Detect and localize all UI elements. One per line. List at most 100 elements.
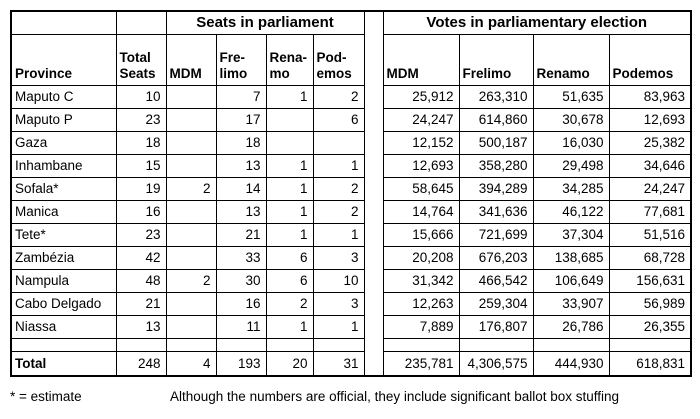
blank-cell [382,337,460,352]
cell-votes-frelimo: 676,203 [458,245,534,270]
cell-province: Manica [10,199,117,224]
cell-votes-mdm: 31,342 [382,268,460,293]
cell-seats-podemos: 2 [312,199,365,224]
table-row: Zambézia 42 33 6 3 20,208 676,203 138,68… [10,245,692,270]
col-header-votes-frelimo: Frelimo [458,33,534,86]
cell-seats-frelimo: 14 [215,176,267,201]
cell-votes-podemos: 56,989 [608,291,692,316]
cell-votes-frelimo: 500,187 [458,130,534,155]
cell-votes-frelimo: 394,289 [458,176,534,201]
cell-votes-podemos: 618,831 [608,350,692,377]
cell-total-seats: 48 [115,268,167,293]
col-header-votes-renamo: Renamo [532,33,610,86]
cell-total-seats: 10 [115,84,167,109]
cell-votes-frelimo: 358,280 [458,153,534,178]
blank-cell [215,337,267,352]
cell-province: Nampula [10,268,117,293]
cell-votes-podemos: 156,631 [608,268,692,293]
col-header-seats-podemos: Pod- emos [312,33,365,86]
cell-votes-podemos: 34,646 [608,153,692,178]
cell-votes-mdm: 235,781 [382,350,460,377]
cell-seats-renamo: 1 [265,199,314,224]
table-row: Cabo Delgado 21 16 2 3 12,263 259,304 33… [10,291,692,316]
group-header-votes: Votes in parliamentary election [382,10,692,35]
cell-seats-renamo [265,107,314,132]
cell-province: Maputo C [10,84,117,109]
group-header-row: Seats in parliament Votes in parliamenta… [10,10,692,377]
table-row: Sofala* 19 2 14 1 2 58,645 394,289 34,28… [10,176,692,201]
cell-votes-podemos: 24,247 [608,176,692,201]
table-row: Maputo C 10 7 1 2 25,912 263,310 51,635 … [10,84,692,109]
cell-seats-podemos: 1 [312,153,365,178]
spacer-column [363,10,384,377]
cell-votes-frelimo: 263,310 [458,84,534,109]
column-header-row: Province Total Seats MDM Fre- limo Rena-… [10,33,692,86]
cell-seats-frelimo: 13 [215,199,267,224]
cell-votes-renamo: 26,786 [532,314,610,339]
cell-votes-mdm: 20,208 [382,245,460,270]
cell-seats-renamo [265,130,314,155]
cell-votes-mdm: 15,666 [382,222,460,247]
cell-seats-podemos [312,130,365,155]
cell-votes-renamo: 51,635 [532,84,610,109]
cell-seats-renamo: 6 [265,245,314,270]
empty-row [10,337,692,352]
cell-seats-mdm [165,222,217,247]
cell-seats-mdm: 4 [165,350,217,377]
cell-seats-renamo: 1 [265,314,314,339]
cell-votes-podemos: 25,382 [608,130,692,155]
cell-seats-frelimo: 21 [215,222,267,247]
table-row: Nampula 48 2 30 6 10 31,342 466,542 106,… [10,268,692,293]
cell-votes-podemos: 77,681 [608,199,692,224]
cell-votes-frelimo: 466,542 [458,268,534,293]
cell-votes-mdm: 7,889 [382,314,460,339]
cell-seats-mdm [165,84,217,109]
cell-votes-frelimo: 721,699 [458,222,534,247]
cell-votes-frelimo: 341,636 [458,199,534,224]
cell-votes-frelimo: 4,306,575 [458,350,534,377]
cell-seats-frelimo: 13 [215,153,267,178]
cell-seats-podemos: 3 [312,245,365,270]
table-row: Inhambane 15 13 1 1 12,693 358,280 29,49… [10,153,692,178]
cell-votes-podemos: 51,516 [608,222,692,247]
cell-seats-frelimo: 18 [215,130,267,155]
election-results-table: Seats in parliament Votes in parliamenta… [10,10,692,377]
cell-seats-mdm: 2 [165,268,217,293]
blank-cell [10,337,117,352]
cell-province: Cabo Delgado [10,291,117,316]
cell-total-seats: 13 [115,314,167,339]
cell-votes-frelimo: 176,807 [458,314,534,339]
cell-votes-renamo: 30,678 [532,107,610,132]
blank-cell [608,337,692,352]
cell-votes-mdm: 12,263 [382,291,460,316]
cell-votes-renamo: 29,498 [532,153,610,178]
cell-province: Tete* [10,222,117,247]
cell-votes-renamo: 37,304 [532,222,610,247]
cell-votes-renamo: 16,030 [532,130,610,155]
cell-votes-podemos: 12,693 [608,107,692,132]
cell-province: Gaza [10,130,117,155]
cell-seats-podemos: 3 [312,291,365,316]
cell-seats-podemos: 1 [312,314,365,339]
blank-cell [458,337,534,352]
cell-votes-mdm: 12,693 [382,153,460,178]
cell-seats-frelimo: 11 [215,314,267,339]
cell-votes-renamo: 34,285 [532,176,610,201]
table-row: Maputo P 23 17 6 24,247 614,860 30,678 1… [10,107,692,132]
cell-seats-podemos: 2 [312,176,365,201]
cell-seats-frelimo: 17 [215,107,267,132]
blank-cell [532,337,610,352]
col-header-votes-podemos: Podemos [608,33,692,86]
cell-province: Sofala* [10,176,117,201]
cell-total-seats: 248 [115,350,167,377]
cell-total-seats: 42 [115,245,167,270]
estimate-footnote: * = estimate [10,389,82,404]
cell-province: Zambézia [10,245,117,270]
total-row: Total 248 4 193 20 31 235,781 4,306,575 … [10,350,692,377]
cell-seats-renamo: 6 [265,268,314,293]
blank-cell [10,10,117,35]
col-header-province: Province [10,33,117,86]
cell-seats-frelimo: 33 [215,245,267,270]
ballot-stuffing-note: Although the numbers are official, they … [170,389,620,404]
